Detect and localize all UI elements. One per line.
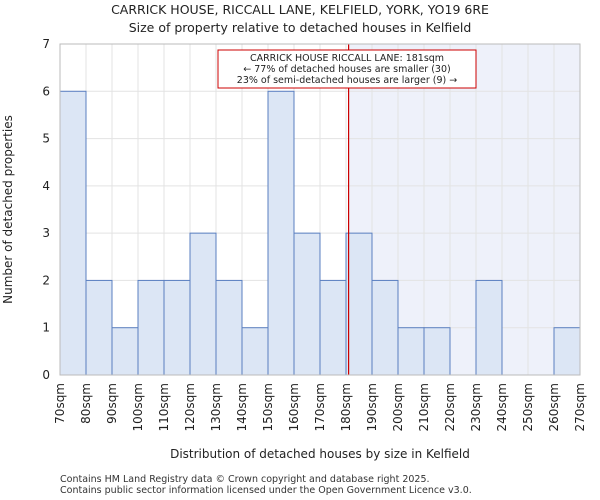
x-tick-label: 160sqm bbox=[287, 383, 301, 431]
y-tick-label: 1 bbox=[42, 321, 50, 335]
bar-150sqm bbox=[267, 90, 295, 376]
bar-200sqm bbox=[397, 327, 425, 376]
x-tick-label: 220sqm bbox=[443, 383, 457, 431]
bars bbox=[59, 90, 581, 376]
bar-230sqm bbox=[475, 279, 503, 376]
x-tick-label: 120sqm bbox=[183, 383, 197, 431]
y-axis-title: Number of detached properties bbox=[1, 115, 15, 304]
x-tick-label: 190sqm bbox=[365, 383, 379, 431]
bar-130sqm bbox=[215, 279, 243, 376]
x-tick-label: 140sqm bbox=[235, 383, 249, 431]
annotation-line-1: CARRICK HOUSE RICCALL LANE: 181sqm bbox=[250, 53, 444, 64]
y-tick-label: 6 bbox=[42, 84, 50, 98]
bar-110sqm bbox=[163, 279, 191, 376]
x-tick-label: 130sqm bbox=[209, 383, 223, 431]
x-tick-labels: 70sqm 80sqm 90sqm 100sqm 110sqm 120sqm 130sqm 1… bbox=[53, 383, 587, 431]
chart-title: CARRICK HOUSE, RICCALL LANE, KELFIELD, Y… bbox=[111, 2, 489, 35]
x-tick-label: 230sqm bbox=[469, 383, 483, 431]
x-tick-label: 80sqm bbox=[79, 383, 93, 424]
bar-180sqm bbox=[345, 232, 373, 376]
x-axis-title: Distribution of detached houses by size … bbox=[170, 447, 470, 461]
x-tick-label: 270sqm bbox=[573, 383, 587, 431]
y-tick-label: 3 bbox=[42, 226, 50, 240]
x-tick-label: 100sqm bbox=[131, 383, 145, 431]
bar-210sqm bbox=[423, 327, 451, 376]
x-tick-label: 240sqm bbox=[495, 383, 509, 431]
bar-160sqm bbox=[293, 232, 321, 376]
annotation-line-3: 23% of semi-detached houses are larger (… bbox=[237, 75, 457, 86]
plot-frame bbox=[59, 43, 581, 376]
x-tick-label: 150sqm bbox=[261, 383, 275, 431]
bar-80sqm bbox=[85, 279, 113, 376]
annotation-line-2: ← 77% of detached houses are smaller (30… bbox=[243, 64, 450, 75]
x-tick-label: 170sqm bbox=[313, 383, 327, 431]
y-tick-label: 4 bbox=[42, 179, 50, 193]
annotation-box: CARRICK HOUSE RICCALL LANE: 181sqm← 77% … bbox=[217, 49, 477, 89]
x-tick-label: 200sqm bbox=[391, 383, 405, 431]
footer-attribution: Contains HM Land Registry data © Crown c… bbox=[60, 474, 472, 496]
annotation-frame bbox=[217, 49, 477, 89]
y-tick-label: 5 bbox=[42, 132, 50, 146]
x-tick-label: 110sqm bbox=[157, 383, 171, 431]
bar-70sqm bbox=[59, 90, 87, 376]
footer-line-2: Contains public sector information licen… bbox=[60, 485, 472, 496]
x-tick-label: 210sqm bbox=[417, 383, 431, 431]
x-tick-label: 250sqm bbox=[521, 383, 535, 431]
y-tick-label: 0 bbox=[42, 368, 50, 382]
x-tick-label: 260sqm bbox=[547, 383, 561, 431]
x-tick-label: 90sqm bbox=[105, 383, 119, 424]
chart-title-line-2: Size of property relative to detached ho… bbox=[129, 20, 472, 35]
bar-140sqm bbox=[241, 327, 269, 376]
y-tick-labels: 0 1 2 3 4 5 6 7 bbox=[42, 37, 50, 382]
chart-title-line-1: CARRICK HOUSE, RICCALL LANE, KELFIELD, Y… bbox=[111, 2, 489, 17]
y-tick-label: 7 bbox=[42, 37, 50, 51]
bar-170sqm bbox=[319, 279, 347, 376]
bar-260sqm bbox=[553, 327, 581, 376]
x-tick-label: 70sqm bbox=[53, 383, 67, 424]
bar-120sqm bbox=[189, 232, 217, 376]
bar-100sqm bbox=[137, 279, 165, 376]
y-tick-label: 2 bbox=[42, 273, 50, 287]
x-tick-label: 180sqm bbox=[339, 383, 353, 431]
footer-line-1: Contains HM Land Registry data © Crown c… bbox=[60, 474, 430, 485]
bar-190sqm bbox=[371, 279, 399, 376]
bar-90sqm bbox=[111, 327, 139, 376]
